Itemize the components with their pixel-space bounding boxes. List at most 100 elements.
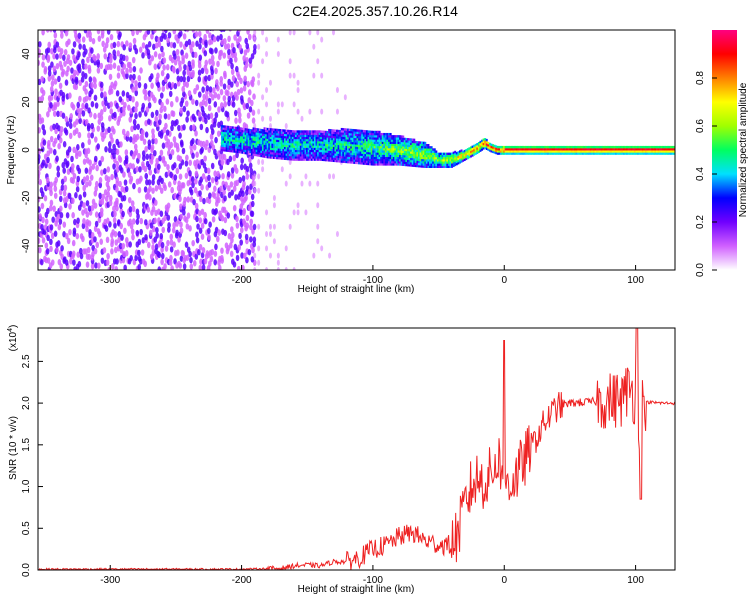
noise-cell xyxy=(250,210,255,218)
signal-cell xyxy=(378,141,381,144)
noise-cell xyxy=(296,209,300,216)
signal-cell xyxy=(372,154,375,157)
noise-cell xyxy=(115,148,120,156)
noise-cell xyxy=(61,68,66,76)
signal-cell xyxy=(296,158,299,161)
noise-cell xyxy=(244,233,249,241)
noise-cell xyxy=(209,65,214,72)
noise-cell xyxy=(141,237,146,244)
signal-cell xyxy=(399,141,402,145)
noise-cell xyxy=(64,259,69,266)
noise-cell xyxy=(245,214,250,222)
signal-cell xyxy=(644,148,647,151)
noise-cell xyxy=(160,252,165,260)
signal-cell xyxy=(268,143,271,146)
signal-cell xyxy=(298,145,301,148)
noise-cell xyxy=(222,95,227,102)
noise-cell xyxy=(68,92,72,99)
noise-cell xyxy=(81,209,85,216)
signal-cell xyxy=(350,133,353,136)
signal-cell xyxy=(477,146,480,149)
signal-cell xyxy=(503,145,506,149)
signal-cell xyxy=(667,145,670,149)
signal-cell xyxy=(469,155,472,158)
noise-cell xyxy=(89,174,94,181)
signal-cell xyxy=(285,149,288,152)
signal-cell xyxy=(342,158,345,161)
noise-cell xyxy=(213,185,217,192)
signal-cell xyxy=(580,150,583,153)
noise-cell xyxy=(61,162,66,169)
signal-cell xyxy=(395,145,398,149)
signal-cell xyxy=(619,148,622,151)
signal-cell xyxy=(506,148,509,151)
noise-cell xyxy=(268,115,272,122)
signal-cell xyxy=(243,134,246,137)
noise-cell xyxy=(77,51,81,58)
signal-cell xyxy=(402,144,405,147)
noise-cell xyxy=(196,223,200,230)
signal-cell xyxy=(539,145,542,149)
signal-cell xyxy=(430,146,433,149)
signal-cell xyxy=(381,161,384,164)
noise-cell xyxy=(215,79,219,86)
noise-cell xyxy=(253,180,257,187)
signal-cell xyxy=(301,130,304,133)
signal-cell xyxy=(476,149,479,152)
noise-cell xyxy=(201,38,205,45)
signal-cell xyxy=(626,148,629,151)
signal-cell xyxy=(425,146,428,149)
signal-cell xyxy=(261,146,264,149)
signal-cell xyxy=(269,149,272,153)
signal-cell xyxy=(372,161,375,164)
signal-cell xyxy=(359,140,362,143)
signal-cell xyxy=(417,160,420,164)
signal-cell xyxy=(254,140,257,144)
signal-cell xyxy=(324,158,327,162)
noise-cell xyxy=(197,249,201,256)
signal-cell xyxy=(422,143,425,147)
signal-cell xyxy=(378,152,381,155)
signal-cell xyxy=(334,153,337,156)
signal-cell xyxy=(345,145,348,149)
signal-cell xyxy=(324,130,327,134)
noise-cell xyxy=(160,258,164,266)
signal-cell xyxy=(287,147,290,150)
signal-cell xyxy=(408,149,411,152)
signal-cell xyxy=(405,157,408,160)
signal-cell xyxy=(241,140,244,143)
noise-cell xyxy=(99,109,104,116)
signal-cell xyxy=(284,135,287,139)
signal-cell xyxy=(274,143,277,147)
signal-cell xyxy=(239,133,242,137)
signal-cell xyxy=(255,145,258,148)
noise-cell xyxy=(240,252,244,259)
signal-cell xyxy=(222,125,225,128)
signal-cell xyxy=(354,144,357,147)
noise-cell xyxy=(184,160,189,167)
signal-cell xyxy=(362,153,365,157)
noise-cell xyxy=(128,61,132,69)
signal-cell xyxy=(334,136,337,139)
signal-cell xyxy=(268,128,271,131)
signal-cell xyxy=(359,138,362,141)
signal-cell xyxy=(247,152,250,155)
signal-cell xyxy=(411,151,414,154)
signal-cell xyxy=(487,144,490,147)
signal-cell xyxy=(433,156,436,160)
noise-cell xyxy=(288,173,292,180)
signal-cell xyxy=(618,148,621,151)
signal-cell xyxy=(411,138,414,141)
signal-cell xyxy=(353,150,356,154)
noise-cell xyxy=(122,171,126,178)
signal-cell xyxy=(317,158,320,161)
noise-cell xyxy=(93,136,98,143)
noise-cell xyxy=(193,87,197,95)
noise-cell xyxy=(52,30,57,33)
signal-cell xyxy=(345,143,348,146)
signal-cell xyxy=(329,148,332,151)
signal-cell xyxy=(365,160,368,163)
signal-cell xyxy=(310,149,313,153)
noise-cell xyxy=(147,179,152,186)
signal-cell xyxy=(348,130,351,134)
